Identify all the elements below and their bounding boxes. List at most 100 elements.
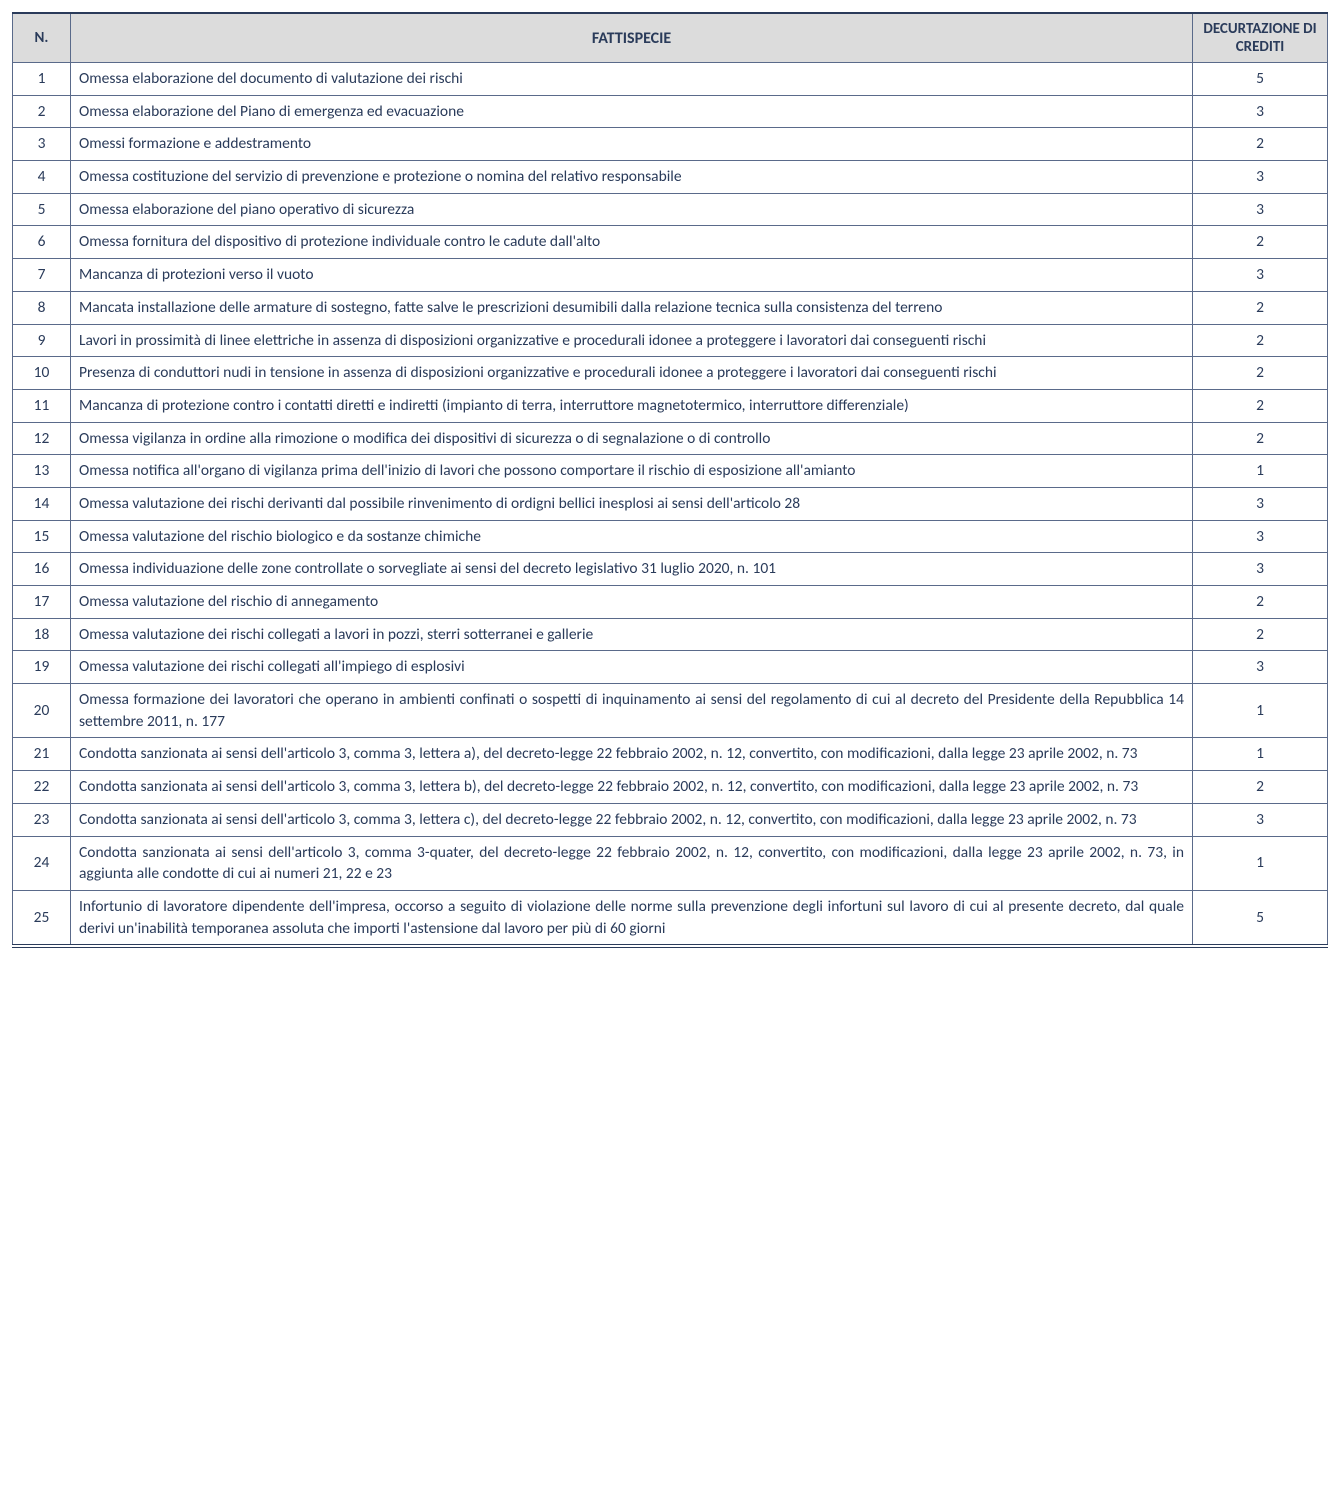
table-row: 10Presenza di conduttori nudi in tension… bbox=[13, 357, 1328, 390]
cell-crediti: 2 bbox=[1193, 586, 1328, 619]
cell-crediti: 1 bbox=[1193, 738, 1328, 771]
cell-n: 15 bbox=[13, 520, 71, 553]
cell-n: 21 bbox=[13, 738, 71, 771]
cell-n: 12 bbox=[13, 422, 71, 455]
cell-crediti: 2 bbox=[1193, 128, 1328, 161]
cell-crediti: 2 bbox=[1193, 291, 1328, 324]
table-row: 25Infortunio di lavoratore dipendente de… bbox=[13, 890, 1328, 946]
cell-crediti: 5 bbox=[1193, 63, 1328, 96]
cell-n: 4 bbox=[13, 161, 71, 194]
cell-fattispecie: Omessa valutazione dei rischi derivanti … bbox=[71, 487, 1193, 520]
cell-crediti: 3 bbox=[1193, 520, 1328, 553]
table-row: 17Omessa valutazione del rischio di anne… bbox=[13, 586, 1328, 619]
table-row: 4Omessa costituzione del servizio di pre… bbox=[13, 161, 1328, 194]
cell-crediti: 2 bbox=[1193, 618, 1328, 651]
cell-n: 25 bbox=[13, 890, 71, 946]
cell-n: 19 bbox=[13, 651, 71, 684]
cell-crediti: 3 bbox=[1193, 553, 1328, 586]
table-row: 2Omessa elaborazione del Piano di emerge… bbox=[13, 95, 1328, 128]
header-n: N. bbox=[13, 13, 71, 63]
cell-crediti: 3 bbox=[1193, 487, 1328, 520]
table-row: 9Lavori in prossimità di linee elettrich… bbox=[13, 324, 1328, 357]
cell-crediti: 3 bbox=[1193, 161, 1328, 194]
cell-fattispecie: Omessa fornitura del dispositivo di prot… bbox=[71, 226, 1193, 259]
table-row: 15Omessa valutazione del rischio biologi… bbox=[13, 520, 1328, 553]
cell-fattispecie: Omessa notifica all'organo di vigilanza … bbox=[71, 455, 1193, 488]
cell-n: 23 bbox=[13, 803, 71, 836]
crediti-table: N. FATTISPECIE DECURTAZIONE DI CREDITI 1… bbox=[12, 12, 1328, 948]
cell-n: 18 bbox=[13, 618, 71, 651]
cell-fattispecie: Lavori in prossimità di linee elettriche… bbox=[71, 324, 1193, 357]
cell-crediti: 3 bbox=[1193, 803, 1328, 836]
cell-fattispecie: Mancata installazione delle armature di … bbox=[71, 291, 1193, 324]
cell-fattispecie: Omessa elaborazione del Piano di emergen… bbox=[71, 95, 1193, 128]
cell-n: 6 bbox=[13, 226, 71, 259]
table-row: 3Omessi formazione e addestramento2 bbox=[13, 128, 1328, 161]
table-row: 16Omessa individuazione delle zone contr… bbox=[13, 553, 1328, 586]
table-row: 21Condotta sanzionata ai sensi dell'arti… bbox=[13, 738, 1328, 771]
cell-n: 8 bbox=[13, 291, 71, 324]
table-row: 8Mancata installazione delle armature di… bbox=[13, 291, 1328, 324]
table-row: 18Omessa valutazione dei rischi collegat… bbox=[13, 618, 1328, 651]
cell-fattispecie: Presenza di conduttori nudi in tensione … bbox=[71, 357, 1193, 390]
table-row: 7Mancanza di protezioni verso il vuoto3 bbox=[13, 259, 1328, 292]
cell-fattispecie: Omessa vigilanza in ordine alla rimozion… bbox=[71, 422, 1193, 455]
table-row: 22Condotta sanzionata ai sensi dell'arti… bbox=[13, 771, 1328, 804]
cell-n: 22 bbox=[13, 771, 71, 804]
cell-fattispecie: Omessa valutazione dei rischi collegati … bbox=[71, 651, 1193, 684]
cell-crediti: 1 bbox=[1193, 684, 1328, 738]
cell-crediti: 1 bbox=[1193, 836, 1328, 890]
cell-fattispecie: Condotta sanzionata ai sensi dell'artico… bbox=[71, 803, 1193, 836]
table-row: 11Mancanza di protezione contro i contat… bbox=[13, 389, 1328, 422]
cell-fattispecie: Omessa costituzione del servizio di prev… bbox=[71, 161, 1193, 194]
cell-n: 11 bbox=[13, 389, 71, 422]
cell-fattispecie: Mancanza di protezione contro i contatti… bbox=[71, 389, 1193, 422]
table-row: 20Omessa formazione dei lavoratori che o… bbox=[13, 684, 1328, 738]
cell-n: 5 bbox=[13, 193, 71, 226]
table-header: N. FATTISPECIE DECURTAZIONE DI CREDITI bbox=[13, 13, 1328, 63]
cell-fattispecie: Omessa valutazione del rischio biologico… bbox=[71, 520, 1193, 553]
cell-fattispecie: Condotta sanzionata ai sensi dell'artico… bbox=[71, 738, 1193, 771]
header-crediti: DECURTAZIONE DI CREDITI bbox=[1193, 13, 1328, 63]
cell-n: 16 bbox=[13, 553, 71, 586]
cell-fattispecie: Omessa individuazione delle zone control… bbox=[71, 553, 1193, 586]
cell-crediti: 2 bbox=[1193, 324, 1328, 357]
table-row: 1Omessa elaborazione del documento di va… bbox=[13, 63, 1328, 96]
table-row: 14Omessa valutazione dei rischi derivant… bbox=[13, 487, 1328, 520]
cell-fattispecie: Condotta sanzionata ai sensi dell'artico… bbox=[71, 836, 1193, 890]
cell-crediti: 2 bbox=[1193, 226, 1328, 259]
cell-fattispecie: Omessa elaborazione del documento di val… bbox=[71, 63, 1193, 96]
table-row: 12Omessa vigilanza in ordine alla rimozi… bbox=[13, 422, 1328, 455]
cell-n: 7 bbox=[13, 259, 71, 292]
cell-fattispecie: Omessa valutazione del rischio di annega… bbox=[71, 586, 1193, 619]
header-fattispecie: FATTISPECIE bbox=[71, 13, 1193, 63]
cell-fattispecie: Omessi formazione e addestramento bbox=[71, 128, 1193, 161]
cell-n: 17 bbox=[13, 586, 71, 619]
cell-n: 10 bbox=[13, 357, 71, 390]
cell-crediti: 2 bbox=[1193, 357, 1328, 390]
cell-n: 9 bbox=[13, 324, 71, 357]
cell-fattispecie: Condotta sanzionata ai sensi dell'artico… bbox=[71, 771, 1193, 804]
cell-n: 1 bbox=[13, 63, 71, 96]
cell-n: 3 bbox=[13, 128, 71, 161]
cell-fattispecie: Omessa formazione dei lavoratori che ope… bbox=[71, 684, 1193, 738]
table-row: 19Omessa valutazione dei rischi collegat… bbox=[13, 651, 1328, 684]
cell-crediti: 2 bbox=[1193, 422, 1328, 455]
cell-n: 2 bbox=[13, 95, 71, 128]
table-row: 6Omessa fornitura del dispositivo di pro… bbox=[13, 226, 1328, 259]
cell-fattispecie: Omessa elaborazione del piano operativo … bbox=[71, 193, 1193, 226]
cell-fattispecie: Infortunio di lavoratore dipendente dell… bbox=[71, 890, 1193, 946]
table-row: 5Omessa elaborazione del piano operativo… bbox=[13, 193, 1328, 226]
cell-crediti: 1 bbox=[1193, 455, 1328, 488]
table-row: 13Omessa notifica all'organo di vigilanz… bbox=[13, 455, 1328, 488]
cell-fattispecie: Mancanza di protezioni verso il vuoto bbox=[71, 259, 1193, 292]
cell-crediti: 3 bbox=[1193, 95, 1328, 128]
cell-crediti: 3 bbox=[1193, 259, 1328, 292]
cell-crediti: 2 bbox=[1193, 389, 1328, 422]
cell-crediti: 5 bbox=[1193, 890, 1328, 946]
cell-fattispecie: Omessa valutazione dei rischi collegati … bbox=[71, 618, 1193, 651]
table-row: 23Condotta sanzionata ai sensi dell'arti… bbox=[13, 803, 1328, 836]
cell-n: 13 bbox=[13, 455, 71, 488]
cell-n: 14 bbox=[13, 487, 71, 520]
table-row: 24Condotta sanzionata ai sensi dell'arti… bbox=[13, 836, 1328, 890]
